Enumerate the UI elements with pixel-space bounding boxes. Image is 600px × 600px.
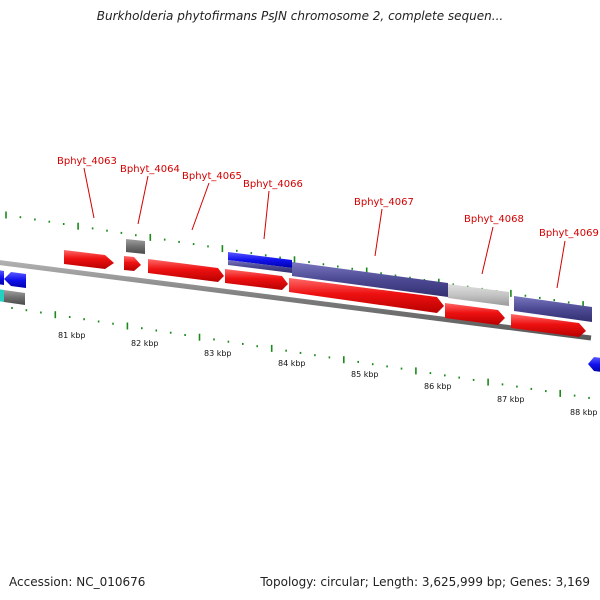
upper-tick-track [5,211,584,309]
scale-label-81-kbp: 81 kbp [58,331,86,340]
cds-4069-arrow[interactable] [511,314,586,337]
feature-left-blue-arrow[interactable] [4,272,26,288]
feature-left-teal[interactable] [0,289,4,302]
gene-label-bphyt-4068[interactable]: Bphyt_4068 [464,214,524,225]
gene-label-bphyt-4065[interactable]: Bphyt_4065 [182,171,242,182]
feature-4067-purple[interactable] [292,262,448,297]
feature-4064-block[interactable] [126,239,145,254]
accession-info: Accession: NC_010676 [9,575,146,589]
feature-left-grey[interactable] [4,290,25,305]
gene-label-bphyt-4066[interactable]: Bphyt_4066 [243,179,303,190]
feature-4069-purple[interactable] [514,296,592,322]
scale-label-87-kbp: 87 kbp [497,395,525,404]
feature-right-blue-arrow[interactable] [588,357,600,372]
map-title: Burkholderia phytofirmans PsJN chromosom… [96,9,504,23]
scale-label-85-kbp: 85 kbp [351,370,379,379]
sequence-backbone [0,260,592,341]
scale-label-88-kbp: 88 kbp [570,408,598,417]
scale-label-82-kbp: 82 kbp [131,339,159,348]
cds-4065-arrow[interactable] [148,259,224,282]
gene-label-leaders [83,167,566,289]
gene-label-bphyt-4067[interactable]: Bphyt_4067 [354,197,414,208]
scale-label-86-kbp: 86 kbp [424,382,452,391]
gene-labels: Bphyt_4063 Bphyt_4064 Bphyt_4065 Bphyt_4… [57,156,599,239]
scale-labels: 81 kbp 82 kbp 83 kbp 84 kbp 85 kbp 86 kb… [58,331,598,417]
gene-label-bphyt-4063[interactable]: Bphyt_4063 [57,156,117,167]
feature-4066-purple[interactable] [228,260,292,273]
scale-label-83-kbp: 83 kbp [204,349,232,358]
cds-4066-arrow[interactable] [225,269,288,290]
feature-4066-blue[interactable] [228,252,292,268]
cds-4068-arrow[interactable] [445,303,505,325]
scale-label-84-kbp: 84 kbp [278,359,306,368]
cds-4063-arrow[interactable] [64,250,114,269]
cds-4064-arrow[interactable] [124,256,141,271]
feature-left-blue-top[interactable] [0,270,4,285]
feature-4068-grey[interactable] [448,284,509,306]
gene-label-bphyt-4069[interactable]: Bphyt_4069 [539,228,599,239]
gene-label-bphyt-4064[interactable]: Bphyt_4064 [120,164,180,175]
cds-4067-arrow[interactable] [289,278,444,313]
topology-info: Topology: circular; Length: 3,625,999 bp… [260,575,590,589]
lower-tick-track [11,307,590,399]
